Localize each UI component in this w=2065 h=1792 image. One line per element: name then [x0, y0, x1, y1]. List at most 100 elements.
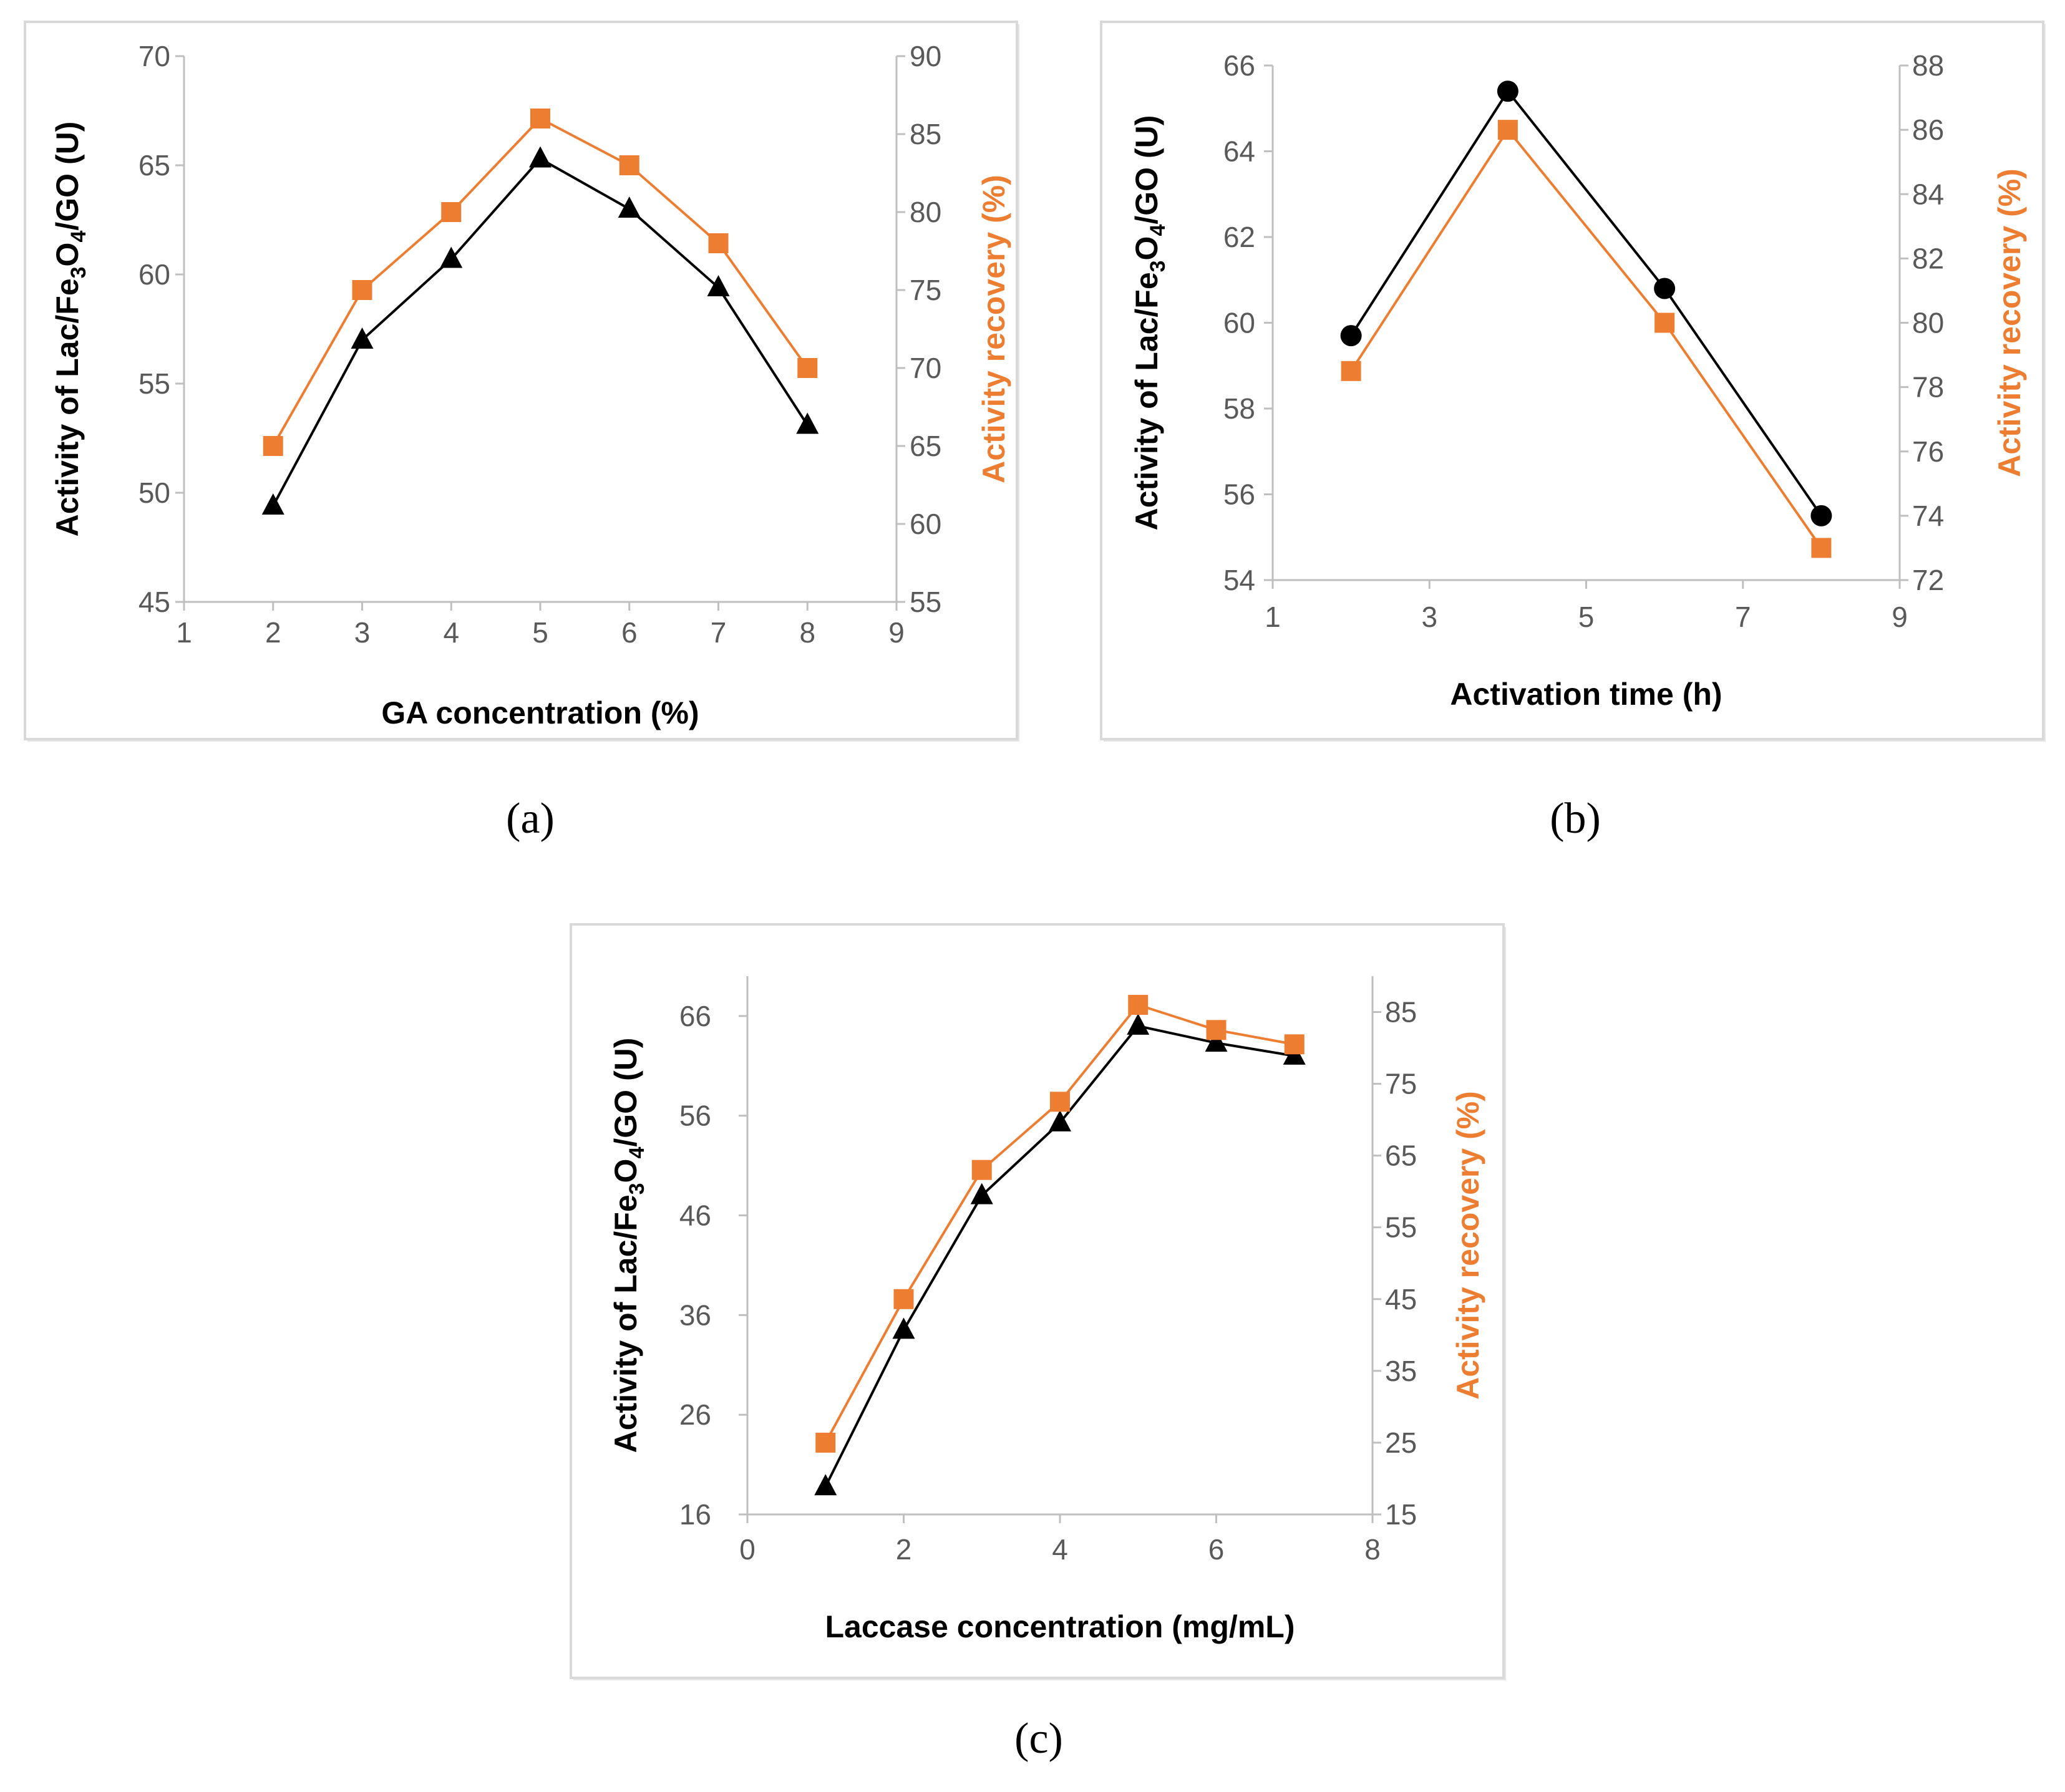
y2-tick-label: 70: [910, 352, 941, 384]
y2-axis-title: Activity recovery (%): [1450, 1091, 1485, 1400]
y2-tick-label: 88: [1912, 49, 1944, 82]
y-axis-title-part: /GO (U): [608, 1038, 643, 1147]
x-tick-label: 3: [354, 616, 371, 649]
y-axis-title: Activity of Lac/Fe3O4/GO (U): [608, 1038, 649, 1453]
y-tick-label: 36: [679, 1299, 711, 1331]
data-point-square: [1811, 538, 1832, 558]
data-point-square: [1206, 1020, 1227, 1040]
data-point-triangle: [970, 1183, 993, 1204]
x-tick-label: 8: [799, 616, 815, 649]
x-tick-label: 1: [1265, 601, 1281, 633]
panel-frame: [570, 923, 1505, 1679]
y2-tick-label: 84: [1912, 178, 1944, 210]
data-point-square: [1341, 361, 1361, 381]
x-tick-label: 4: [1052, 1533, 1068, 1566]
data-point-square: [1050, 1092, 1070, 1112]
y2-tick-label: 25: [1385, 1426, 1417, 1459]
y2-tick-label: 72: [1912, 564, 1944, 596]
data-point-square: [815, 1432, 836, 1453]
y-axis-title-subscript: 3: [67, 266, 90, 278]
y-tick-label: 70: [138, 40, 170, 72]
series-line-right: [1349, 127, 1823, 549]
y-tick-label: 16: [679, 1498, 711, 1531]
x-axis-title: Activation time (h): [1450, 677, 1722, 712]
x-tick-label: 2: [265, 616, 281, 649]
y2-tick-label: 74: [1912, 500, 1944, 532]
x-tick-label: 1: [176, 616, 192, 649]
data-point-square: [1284, 1034, 1305, 1055]
y-tick-label: 64: [1223, 135, 1255, 168]
y2-tick-label: 80: [910, 196, 941, 228]
x-tick-label: 2: [896, 1533, 912, 1566]
panel-caption: (c): [1014, 1715, 1063, 1763]
y-axis-title-part: /GO (U): [50, 122, 85, 231]
data-point-square: [893, 1289, 914, 1309]
y2-tick-label: 15: [1385, 1498, 1417, 1531]
y-tick-label: 55: [138, 367, 170, 400]
y2-tick-label: 75: [910, 274, 941, 306]
y2-axis-title: Activity recovery (%): [1992, 168, 2027, 477]
y-axis-title-subscript: 4: [67, 231, 90, 243]
panel-frame: [24, 21, 1018, 740]
data-point-square: [1497, 120, 1518, 140]
panel-caption: (a): [506, 795, 555, 843]
data-point-square: [797, 358, 818, 378]
y-axis-title-subscript: 4: [1146, 225, 1170, 236]
data-point-triangle: [261, 493, 284, 515]
y2-tick-label: 75: [1385, 1068, 1417, 1100]
y-axis-title-subscript: 3: [625, 1183, 649, 1194]
data-point-circle: [1340, 325, 1362, 347]
x-tick-label: 5: [532, 616, 548, 649]
y-axis-title: Activity of Lac/Fe3O4/GO (U): [1129, 115, 1170, 531]
data-point-square: [352, 280, 372, 300]
data-point-triangle: [440, 246, 463, 268]
y-tick-label: 60: [138, 258, 170, 291]
y-tick-label: 65: [138, 149, 170, 182]
data-point-triangle: [707, 275, 730, 296]
x-tick-label: 7: [711, 616, 727, 649]
y2-tick-label: 65: [1385, 1140, 1417, 1172]
x-tick-label: 3: [1421, 601, 1437, 633]
y-tick-label: 45: [138, 586, 170, 618]
data-point-circle: [1810, 505, 1832, 526]
y2-tick-label: 55: [1385, 1211, 1417, 1244]
y2-tick-label: 55: [910, 586, 941, 618]
y-axis-title-subscript: 3: [1146, 260, 1170, 272]
panel-caption: (b): [1550, 795, 1601, 843]
x-tick-label: 6: [1208, 1533, 1225, 1566]
x-axis-title: GA concentration (%): [381, 695, 699, 730]
y2-tick-label: 82: [1912, 242, 1944, 274]
data-point-triangle: [796, 412, 819, 434]
y-axis-title-part: O: [1129, 236, 1164, 261]
y-tick-label: 66: [679, 1000, 711, 1032]
data-point-square: [708, 233, 729, 253]
data-point-square: [619, 155, 639, 175]
data-point-triangle: [351, 327, 374, 349]
y-tick-label: 66: [1223, 49, 1255, 82]
data-point-circle: [1497, 80, 1518, 102]
y-tick-label: 62: [1223, 221, 1255, 253]
y2-tick-label: 80: [1912, 307, 1944, 339]
x-tick-label: 7: [1735, 601, 1751, 633]
y-tick-label: 58: [1223, 392, 1255, 425]
y-axis-title-part: Activity of Lac/Fe: [608, 1194, 643, 1453]
y2-tick-label: 78: [1912, 371, 1944, 404]
y2-axis-title: Activity recovery (%): [976, 175, 1011, 483]
data-point-triangle: [529, 146, 551, 168]
panel-b: 54 56 58 60 62 64 66 72 74 76 78 80 82 84 86 88 1 3 5 7 9 Act…: [1100, 21, 2046, 843]
series-line-left: [1349, 89, 1823, 517]
y-tick-label: 50: [138, 477, 170, 509]
y-axis-title-part: O: [608, 1159, 643, 1183]
data-point-triangle: [618, 196, 641, 218]
x-tick-label: 4: [443, 616, 459, 649]
y2-tick-label: 35: [1385, 1355, 1417, 1387]
data-point-square: [263, 436, 283, 456]
y-tick-label: 46: [679, 1199, 711, 1232]
y2-tick-label: 85: [1385, 996, 1417, 1029]
x-tick-label: 9: [888, 616, 905, 649]
data-point-square: [530, 109, 550, 128]
data-point-square: [441, 202, 462, 222]
y-tick-label: 26: [679, 1398, 711, 1431]
y2-tick-label: 76: [1912, 435, 1944, 468]
